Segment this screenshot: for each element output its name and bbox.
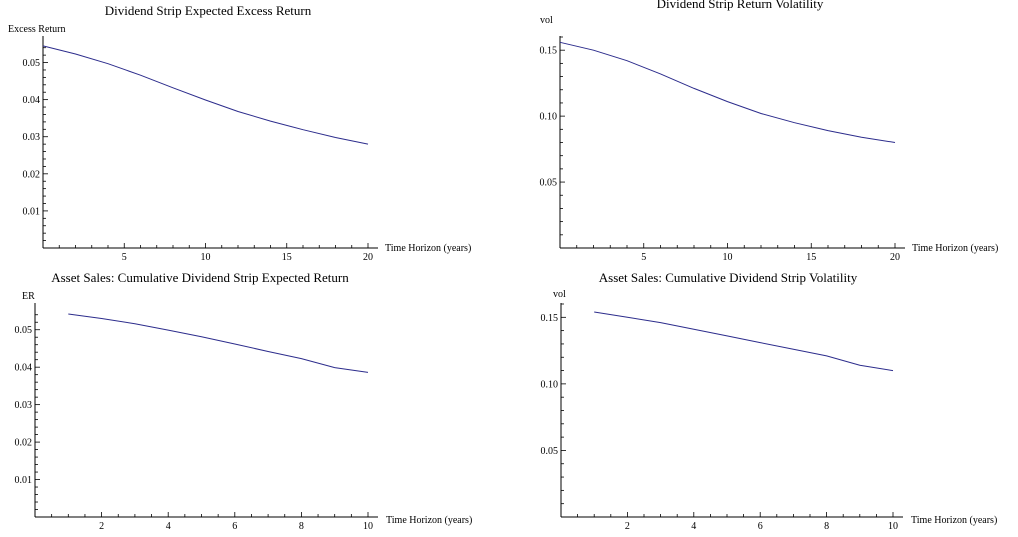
- x-tick-label: 5: [641, 252, 646, 263]
- y-tick-label: 0.05: [15, 325, 33, 336]
- x-axis-label: Time Horizon (years): [912, 243, 998, 254]
- y-tick-label: 0.10: [541, 379, 559, 390]
- y-tick-label: 0.05: [541, 446, 559, 457]
- x-tick-label: 8: [299, 521, 304, 532]
- x-tick-label: 10: [363, 521, 373, 532]
- y-tick-label: 0.03: [23, 132, 41, 143]
- chart-title: Dividend Strip Return Volatility: [657, 0, 824, 11]
- chart-panel-1: Dividend Strip Expected Excess Return Exc…: [8, 3, 471, 263]
- chart-panel-4: Asset Sales: Cumulative Dividend Strip V…: [541, 270, 998, 532]
- y-tick-label: 0.05: [540, 178, 558, 189]
- x-tick-label: 4: [166, 521, 171, 532]
- x-tick-label: 20: [890, 252, 900, 263]
- x-axis-label: Time Horizon (years): [911, 515, 997, 526]
- series-line-1: [594, 311, 894, 372]
- y-axis-label: vol: [540, 15, 553, 26]
- y-tick-label: 0.04: [23, 95, 41, 106]
- y-tick-label: 0.10: [540, 112, 558, 123]
- y-tick-label: 0.01: [23, 206, 41, 217]
- x-tick-label: 6: [758, 521, 763, 532]
- y-axis-label: ER: [22, 291, 35, 302]
- y-axis-label: Excess Return: [8, 24, 66, 35]
- x-tick-label: 20: [363, 252, 373, 263]
- chart-panel-3: Asset Sales: Cumulative Dividend Strip E…: [15, 270, 473, 532]
- x-tick-label: 10: [888, 521, 898, 532]
- chart-panel-2: Dividend Strip Return Volatility vol Time …: [540, 0, 999, 263]
- x-tick-label: 10: [723, 252, 733, 263]
- y-tick-label: 0.02: [23, 169, 41, 180]
- series-line-1: [559, 41, 896, 143]
- series-line-1: [42, 45, 369, 145]
- chart-title: Asset Sales: Cumulative Dividend Strip E…: [51, 270, 349, 285]
- x-tick-label: 15: [806, 252, 816, 263]
- x-tick-label: 8: [824, 521, 829, 532]
- x-axis-label: Time Horizon (years): [385, 243, 471, 254]
- y-tick-label: 0.15: [541, 313, 559, 324]
- y-tick-label: 0.04: [15, 363, 33, 374]
- y-tick-label: 0.15: [540, 46, 558, 57]
- y-tick-label: 0.03: [15, 400, 33, 411]
- y-axis-label: vol: [553, 289, 566, 300]
- x-tick-label: 10: [201, 252, 211, 263]
- y-tick-label: 0.02: [15, 438, 33, 449]
- x-tick-label: 2: [625, 521, 630, 532]
- x-axis-label: Time Horizon (years): [386, 515, 472, 526]
- x-tick-label: 2: [99, 521, 104, 532]
- x-tick-label: 4: [691, 521, 696, 532]
- x-tick-label: 15: [282, 252, 292, 263]
- x-tick-label: 6: [232, 521, 237, 532]
- series-line-1: [68, 313, 369, 373]
- x-tick-label: 5: [122, 252, 127, 263]
- chart-title: Asset Sales: Cumulative Dividend Strip V…: [599, 270, 858, 285]
- y-tick-label: 0.05: [23, 58, 41, 69]
- y-tick-label: 0.01: [15, 475, 33, 486]
- chart-title: Dividend Strip Expected Excess Return: [105, 3, 312, 18]
